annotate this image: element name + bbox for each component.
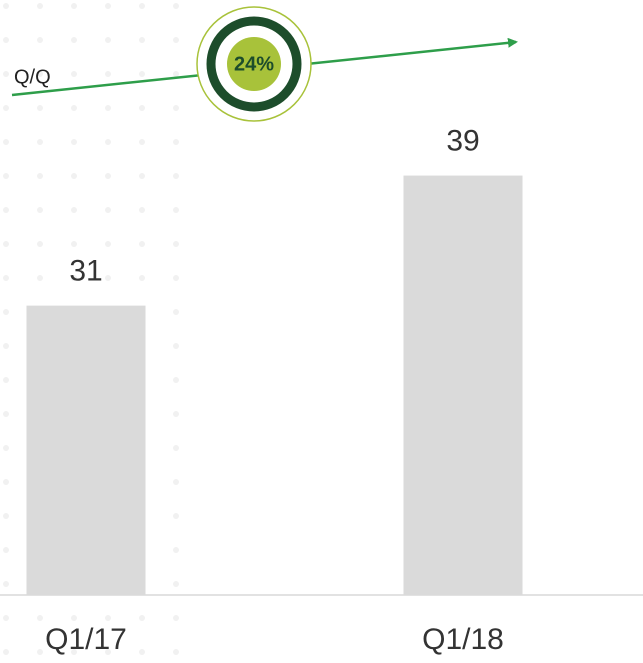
badge-core	[227, 37, 281, 91]
value-label: 31	[69, 255, 102, 288]
x-tick-label: Q1/18	[422, 623, 504, 656]
value-label: 39	[446, 124, 479, 157]
annotation-label: Q/Q	[14, 66, 51, 88]
growth-badge-text: 24%	[234, 53, 274, 75]
bar	[403, 175, 523, 595]
bar	[26, 305, 146, 595]
x-tick-label: Q1/17	[45, 623, 127, 656]
